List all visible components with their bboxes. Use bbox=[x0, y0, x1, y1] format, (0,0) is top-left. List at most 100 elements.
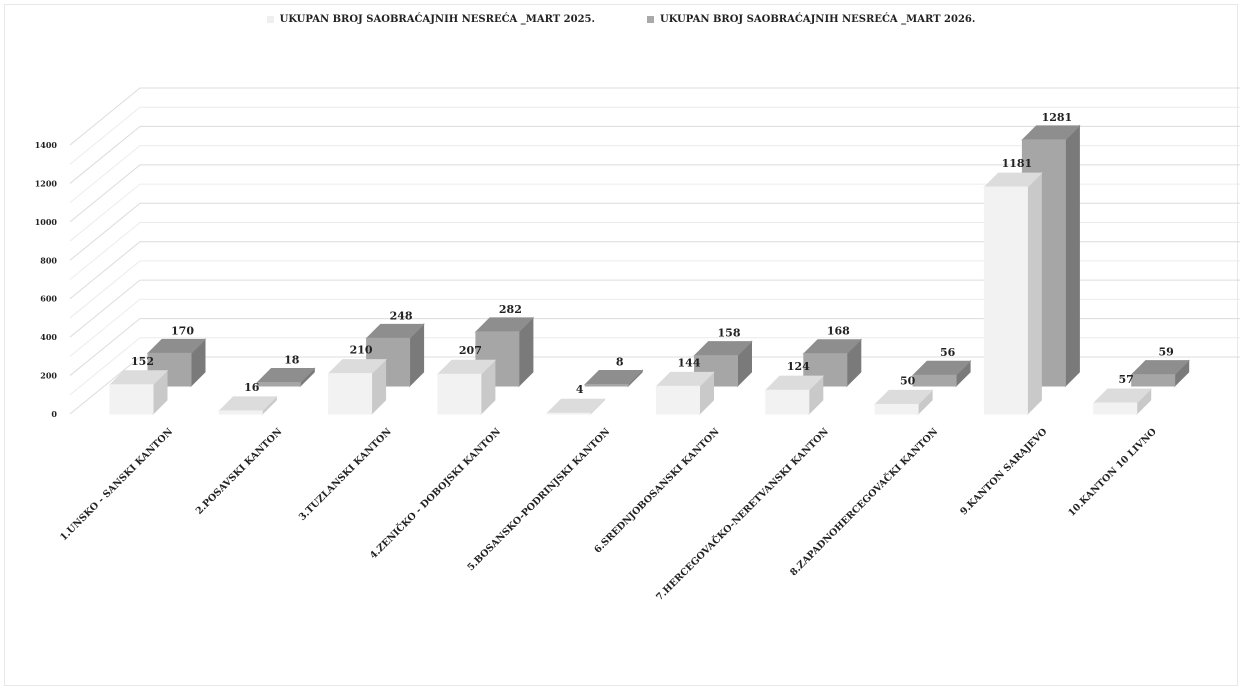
y-axis: 0 200 400 600 800 1000 1200 1400 bbox=[35, 140, 58, 419]
legend-item-2025: UKUPAN BROJ SAOBRAĆAJNIH NESREĆA _MART 2… bbox=[266, 14, 595, 25]
bar-face bbox=[912, 374, 957, 387]
bar-2026 bbox=[474, 316, 535, 388]
bar-face bbox=[256, 382, 301, 387]
data-label-2025: 207 bbox=[459, 344, 482, 357]
x-axis: 1.UNSKO - SANSKI KANTON 2.POSAVSKI KANTON… bbox=[58, 425, 1159, 603]
gridline bbox=[69, 279, 1240, 338]
minor-gridline bbox=[69, 106, 1240, 165]
bar-top bbox=[545, 398, 606, 414]
x-tick-label: 6.SREDNJOBOSANSKI KANTON bbox=[592, 426, 722, 556]
gridline bbox=[69, 164, 1240, 223]
bar-side bbox=[1064, 124, 1080, 388]
x-tick-label: 10.KANTON 10 LIVNO bbox=[1066, 426, 1158, 518]
gridline bbox=[69, 241, 1240, 300]
data-label-2025: 1181 bbox=[1002, 157, 1033, 170]
data-label-2026: 168 bbox=[827, 325, 850, 338]
x-tick-label: 7.HERCEGOVAČKO-NERETVANSKI KANTON bbox=[654, 425, 832, 603]
minor-gridline bbox=[69, 337, 1240, 396]
bar-face bbox=[584, 383, 629, 387]
bar-2025 bbox=[218, 395, 278, 416]
data-label-2026: 59 bbox=[1159, 346, 1174, 359]
data-label-2025: 4 bbox=[576, 383, 584, 396]
data-label-2025: 50 bbox=[900, 374, 916, 387]
bar-2026 bbox=[583, 369, 644, 388]
gridline bbox=[69, 318, 1240, 376]
data-label-2025: 210 bbox=[350, 344, 373, 357]
bar-face bbox=[874, 403, 919, 415]
minor-gridline bbox=[69, 145, 1240, 204]
bar-2025 bbox=[436, 359, 497, 416]
bar-face bbox=[218, 410, 263, 415]
x-tick-label: 4.ZENIČKO - DOBOJSKI KANTON bbox=[367, 425, 503, 561]
bar-2026 bbox=[911, 360, 972, 388]
bar-2025 bbox=[764, 374, 825, 416]
y-tick-label: 1200 bbox=[35, 178, 58, 188]
y-tick-label: 200 bbox=[40, 371, 57, 381]
data-labels: 170 152 18 16 248 210 282 207 8 4 158 144 168 124 56 50… bbox=[131, 111, 1174, 396]
legend-label-2025: UKUPAN BROJ SAOBRAĆAJNIH NESREĆA _MART 2… bbox=[279, 14, 595, 25]
bar-face bbox=[656, 385, 700, 415]
gridline bbox=[69, 87, 1240, 146]
bar-face bbox=[546, 412, 591, 415]
bar-2025 bbox=[108, 369, 169, 416]
data-label-2026: 170 bbox=[171, 324, 194, 337]
x-tick-label: 1.UNSKO - SANSKI KANTON bbox=[58, 426, 175, 543]
bar-face bbox=[328, 373, 373, 415]
data-label-2026: 1281 bbox=[1042, 111, 1073, 124]
bar-2025 bbox=[1092, 387, 1152, 416]
gridline bbox=[69, 202, 1240, 261]
bar-2025 bbox=[655, 371, 715, 416]
data-label-2025: 16 bbox=[244, 381, 260, 394]
bar-face bbox=[1131, 374, 1176, 387]
x-tick-label: 2.POSAVSKI KANTON bbox=[194, 426, 285, 517]
bars bbox=[108, 124, 1190, 416]
data-label-2025: 152 bbox=[131, 355, 154, 368]
bar-2026 bbox=[693, 340, 753, 388]
chart-area bbox=[4, 4, 1238, 686]
data-label-2026: 282 bbox=[499, 303, 522, 316]
gridline bbox=[69, 125, 1240, 184]
x-tick-label: 3.TUZLANSKI KANTON bbox=[297, 426, 394, 523]
minor-gridline bbox=[69, 183, 1240, 242]
minor-gridline bbox=[69, 222, 1240, 280]
data-label-2026: 248 bbox=[390, 309, 413, 322]
bar-2026 bbox=[256, 367, 316, 388]
data-label-2026: 18 bbox=[284, 354, 300, 367]
legend-label-2026: UKUPAN BROJ SAOBRAĆAJNIH NESREĆA _MART 2… bbox=[660, 14, 976, 25]
bar-2026 bbox=[1130, 359, 1190, 388]
bar-2025 bbox=[873, 389, 934, 416]
bar-2026 bbox=[146, 338, 207, 388]
minor-gridline bbox=[69, 260, 1240, 319]
data-label-2025: 124 bbox=[787, 360, 810, 373]
bar-2025 bbox=[983, 171, 1043, 416]
y-tick-label: 0 bbox=[51, 409, 57, 419]
bar-face bbox=[983, 186, 1028, 415]
x-tick-label: 9.KANTON SARAJEVO bbox=[958, 426, 1049, 517]
data-label-2025: 57 bbox=[1119, 373, 1134, 386]
data-label-2025: 144 bbox=[678, 356, 701, 369]
legend-swatch-2026 bbox=[647, 16, 654, 23]
data-label-2026: 56 bbox=[940, 346, 956, 359]
bar-side bbox=[1026, 171, 1042, 416]
legend-item-2026: UKUPAN BROJ SAOBRAĆAJNIH NESREĆA _MART 2… bbox=[647, 14, 975, 25]
y-tick-label: 1400 bbox=[35, 140, 58, 150]
bar-face bbox=[109, 384, 154, 415]
minor-gridline bbox=[69, 298, 1240, 357]
bar-2025 bbox=[327, 358, 387, 416]
y-tick-label: 800 bbox=[40, 255, 57, 265]
gridlines bbox=[69, 87, 1240, 415]
y-tick-label: 1000 bbox=[35, 217, 58, 227]
gridline bbox=[69, 356, 1240, 415]
y-tick-label: 400 bbox=[40, 332, 57, 342]
bar-face bbox=[1093, 402, 1138, 415]
bar-top bbox=[583, 369, 644, 385]
y-tick-label: 600 bbox=[40, 294, 57, 304]
data-label-2026: 158 bbox=[718, 327, 741, 340]
bar-2025 bbox=[545, 398, 606, 416]
bar-face bbox=[437, 373, 482, 415]
legend-swatch-2025 bbox=[266, 16, 274, 23]
data-label-2026: 8 bbox=[616, 355, 624, 368]
bar-face bbox=[765, 389, 810, 415]
legend: UKUPAN BROJ SAOBRAĆAJNIH NESREĆA _MART 2… bbox=[0, 14, 1242, 25]
